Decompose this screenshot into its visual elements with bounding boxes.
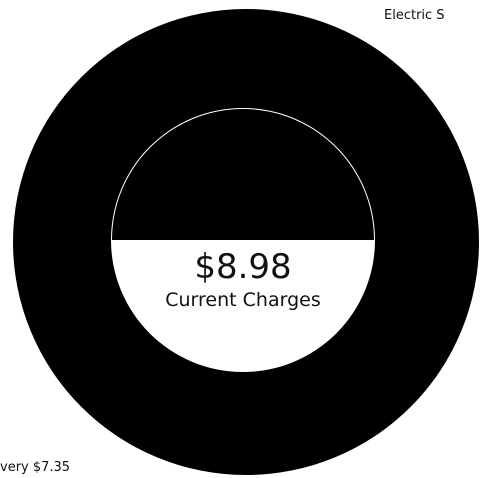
segment-label: Electric S bbox=[384, 8, 445, 23]
donut-hole-top bbox=[112, 109, 374, 240]
center-amount: $8.98 bbox=[194, 247, 291, 287]
center-caption: Current Charges bbox=[165, 289, 320, 311]
segment-label: very $7.35 bbox=[0, 460, 70, 475]
